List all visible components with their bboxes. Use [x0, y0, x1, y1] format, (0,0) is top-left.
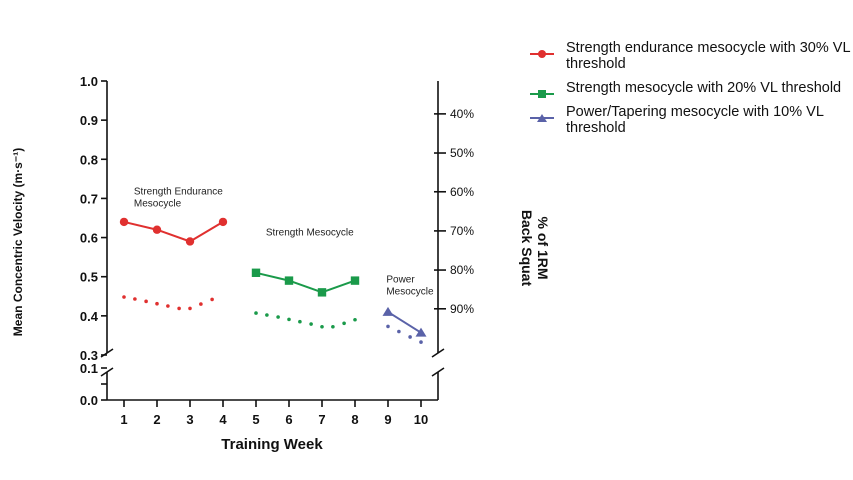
legend-triangle-icon	[530, 114, 554, 122]
dotted-point	[155, 301, 159, 306]
right-tick-label: 70%	[450, 224, 474, 238]
x-tick-label: 10	[414, 412, 428, 427]
legend-item: Strength mesocycle with 20% VL threshold	[530, 80, 850, 98]
x-tick-label: 7	[318, 412, 325, 427]
x-tick-label: 3	[186, 412, 193, 427]
legend-square-icon	[530, 90, 554, 98]
data-point	[317, 288, 327, 297]
legend-label: Strength endurance mesocycle with 30% VL…	[566, 40, 850, 72]
dotted-point	[166, 304, 170, 308]
dotted-point	[408, 335, 412, 339]
series-line	[387, 311, 422, 334]
x-tick-label: 2	[153, 412, 160, 427]
dotted-point	[309, 322, 313, 326]
right-tick-label: 80%	[450, 263, 474, 277]
x-tick-label: 4	[219, 412, 227, 427]
dotted-point	[177, 306, 181, 311]
dotted-point	[122, 295, 126, 299]
legend-circle-icon	[530, 50, 554, 58]
data-point	[218, 217, 228, 227]
y-tick-label: 0.9	[80, 113, 98, 128]
data-point	[185, 237, 195, 246]
legend-item: Strength endurance mesocycle with 30% VL…	[530, 40, 850, 72]
legend-label: Strength mesocycle with 20% VL threshold	[566, 80, 842, 96]
y-tick-label: 0.6	[80, 231, 98, 246]
legend-item: Power/Tapering mesocycle with 10% VL thr…	[530, 104, 850, 136]
y2-axis-title-line2: Back Squat	[519, 210, 535, 287]
annotation-text: Mesocycle	[134, 199, 182, 210]
annotation-text: Strength Endurance	[134, 187, 223, 198]
right-axis-break-mark	[431, 367, 445, 377]
dotted-point	[397, 329, 401, 334]
dotted-point	[386, 324, 390, 329]
dotted-point	[331, 324, 335, 329]
dotted-point	[265, 313, 269, 317]
right-tick-label: 40%	[450, 107, 474, 121]
data-point	[350, 276, 360, 285]
dotted-point	[320, 324, 324, 329]
dotted-point	[287, 317, 291, 322]
y-axis-title: Mean Concentric Velocity (m·s⁻¹)	[11, 148, 25, 336]
dotted-point	[298, 319, 302, 324]
y-tick-label: 0.4	[80, 309, 99, 324]
data-point	[284, 276, 294, 285]
y2-axis-title-line1: % of 1RM	[535, 217, 551, 280]
dotted-point	[144, 299, 148, 304]
y-axis-break-mark	[100, 367, 114, 377]
legend-label: Power/Tapering mesocycle with 10% VL thr…	[566, 104, 824, 136]
x-tick-label: 9	[384, 412, 391, 427]
dotted-point	[210, 297, 214, 302]
y-tick-label: 0.3	[80, 348, 98, 363]
x-axis-title: Training Week	[221, 436, 323, 453]
right-tick-label: 50%	[450, 146, 474, 160]
data-point	[119, 217, 129, 227]
dotted-point	[419, 340, 423, 344]
series-line	[255, 271, 356, 294]
data-point	[152, 225, 162, 234]
x-tick-label: 1	[120, 412, 127, 427]
x-tick-label: 6	[285, 412, 292, 427]
y-tick-label: 0.7	[80, 191, 98, 206]
data-point	[251, 268, 261, 277]
right-tick-label: 60%	[450, 185, 474, 199]
dotted-point	[188, 306, 192, 311]
y-tick-label: 1.0	[80, 74, 98, 89]
annotation-text: Strength Mesocycle	[266, 228, 354, 239]
data-point	[415, 327, 427, 337]
dotted-point	[199, 302, 203, 306]
right-axis-break-mark	[431, 348, 445, 358]
right-tick-label: 90%	[450, 302, 474, 316]
y-tick-label: 0.0	[80, 393, 98, 408]
y-tick-label: 0.8	[80, 152, 98, 167]
dotted-point	[133, 297, 137, 301]
annotation-text: Mesocycle	[386, 287, 434, 298]
data-point	[382, 306, 394, 316]
legend: Strength endurance mesocycle with 30% VL…	[530, 40, 850, 144]
series-line	[123, 220, 224, 243]
dotted-point	[342, 321, 346, 326]
dotted-point	[254, 311, 258, 315]
y-tick-label: 0.1	[80, 361, 98, 376]
x-tick-label: 8	[351, 412, 358, 427]
x-tick-label: 5	[252, 412, 259, 427]
y-tick-label: 0.5	[80, 270, 98, 285]
dotted-point	[353, 317, 357, 322]
dotted-point	[276, 315, 280, 319]
annotation-text: Power	[386, 275, 415, 286]
